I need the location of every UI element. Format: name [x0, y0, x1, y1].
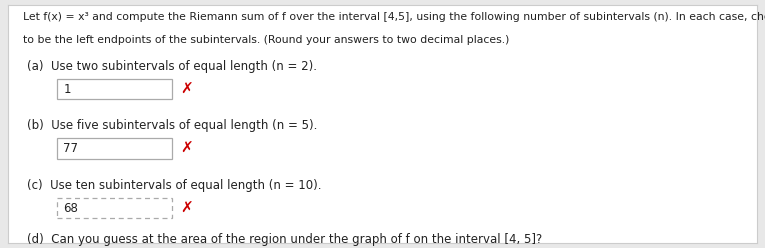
Text: 77: 77 [63, 142, 79, 155]
Text: (a)  Use two subintervals of equal length (n = 2).: (a) Use two subintervals of equal length… [27, 60, 317, 72]
FancyBboxPatch shape [57, 138, 172, 159]
Text: ✗: ✗ [180, 82, 193, 96]
Text: (c)  Use ten subintervals of equal length (n = 10).: (c) Use ten subintervals of equal length… [27, 179, 321, 191]
Text: (b)  Use five subintervals of equal length (n = 5).: (b) Use five subintervals of equal lengt… [27, 119, 317, 132]
Text: to be the left endpoints of the subintervals. (Round your answers to two decimal: to be the left endpoints of the subinter… [23, 35, 509, 45]
FancyBboxPatch shape [57, 79, 172, 99]
Text: 68: 68 [63, 202, 78, 215]
FancyBboxPatch shape [57, 198, 172, 218]
Text: ✗: ✗ [180, 201, 193, 216]
Text: (d)  Can you guess at the area of the region under the graph of f on the interva: (d) Can you guess at the area of the reg… [27, 233, 542, 246]
Text: ✗: ✗ [180, 141, 193, 156]
Text: Let f(x) = x³ and compute the Riemann sum of f over the interval [4,5], using th: Let f(x) = x³ and compute the Riemann su… [23, 12, 765, 22]
Text: 1: 1 [63, 83, 71, 95]
